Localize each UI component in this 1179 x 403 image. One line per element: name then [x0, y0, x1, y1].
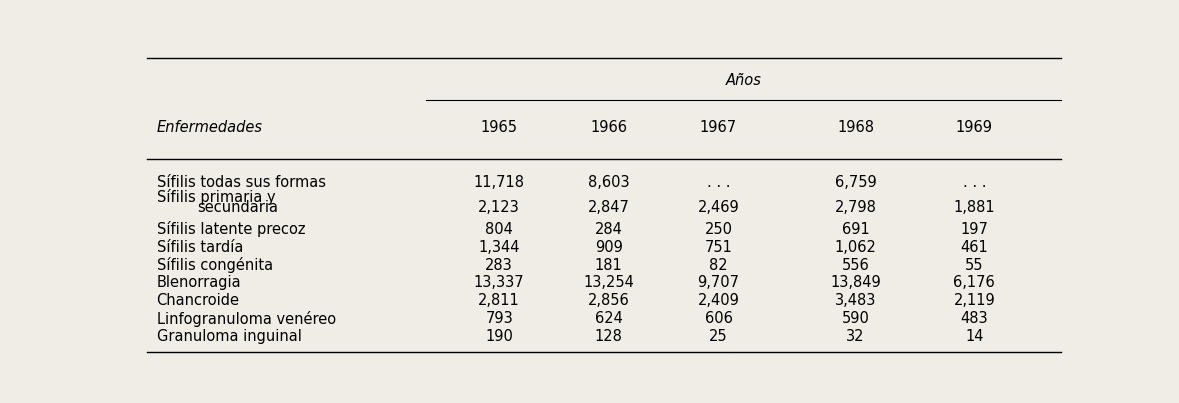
Text: 6,176: 6,176	[954, 275, 995, 291]
Text: 2,847: 2,847	[588, 200, 630, 215]
Text: 25: 25	[709, 329, 727, 344]
Text: Chancroide: Chancroide	[157, 293, 239, 308]
Text: 1965: 1965	[481, 120, 518, 135]
Text: 32: 32	[847, 329, 864, 344]
Text: Linfogranuloma venéreo: Linfogranuloma venéreo	[157, 311, 336, 326]
Text: 250: 250	[705, 222, 732, 237]
Text: 804: 804	[486, 222, 513, 237]
Text: Sífilis congénita: Sífilis congénita	[157, 257, 272, 273]
Text: 197: 197	[961, 222, 988, 237]
Text: 793: 793	[486, 311, 513, 326]
Text: secundaria: secundaria	[198, 200, 278, 215]
Text: 2,119: 2,119	[954, 293, 995, 308]
Text: Sífilis tardía: Sífilis tardía	[157, 240, 243, 255]
Text: 9,707: 9,707	[698, 275, 739, 291]
Text: 8,603: 8,603	[588, 175, 630, 191]
Text: Enfermedades: Enfermedades	[157, 120, 263, 135]
Text: 1967: 1967	[700, 120, 737, 135]
Text: 1,881: 1,881	[954, 200, 995, 215]
Text: 461: 461	[961, 240, 988, 255]
Text: 483: 483	[961, 311, 988, 326]
Text: . . .: . . .	[706, 175, 730, 191]
Text: 624: 624	[595, 311, 623, 326]
Text: 1966: 1966	[591, 120, 627, 135]
Text: 128: 128	[595, 329, 623, 344]
Text: 11,718: 11,718	[474, 175, 525, 191]
Text: 2,469: 2,469	[698, 200, 739, 215]
Text: 3,483: 3,483	[835, 293, 876, 308]
Text: 909: 909	[595, 240, 623, 255]
Text: 283: 283	[486, 258, 513, 272]
Text: 2,123: 2,123	[479, 200, 520, 215]
Text: 556: 556	[842, 258, 869, 272]
Text: Sífilis latente precoz: Sífilis latente precoz	[157, 221, 305, 237]
Text: 1968: 1968	[837, 120, 874, 135]
Text: 190: 190	[486, 329, 513, 344]
Text: Blenorragia: Blenorragia	[157, 275, 242, 291]
Text: 6,759: 6,759	[835, 175, 876, 191]
Text: 13,337: 13,337	[474, 275, 525, 291]
Text: Años: Años	[725, 73, 762, 88]
Text: 2,856: 2,856	[588, 293, 630, 308]
Text: 606: 606	[705, 311, 732, 326]
Text: 1,344: 1,344	[479, 240, 520, 255]
Text: 82: 82	[709, 258, 727, 272]
Text: 751: 751	[705, 240, 732, 255]
Text: 181: 181	[595, 258, 623, 272]
Text: 590: 590	[842, 311, 869, 326]
Text: 13,254: 13,254	[584, 275, 634, 291]
Text: Granuloma inguinal: Granuloma inguinal	[157, 329, 302, 344]
Text: 13,849: 13,849	[830, 275, 881, 291]
Text: Sífilis primaria y: Sífilis primaria y	[157, 189, 275, 205]
Text: 1,062: 1,062	[835, 240, 876, 255]
Text: 2,409: 2,409	[698, 293, 739, 308]
Text: . . .: . . .	[962, 175, 986, 191]
Text: 2,811: 2,811	[479, 293, 520, 308]
Text: 55: 55	[966, 258, 983, 272]
Text: 284: 284	[595, 222, 623, 237]
Text: 14: 14	[966, 329, 983, 344]
Text: 1969: 1969	[956, 120, 993, 135]
Text: 2,798: 2,798	[835, 200, 876, 215]
Text: 691: 691	[842, 222, 869, 237]
Text: Sífilis todas sus formas: Sífilis todas sus formas	[157, 175, 325, 191]
